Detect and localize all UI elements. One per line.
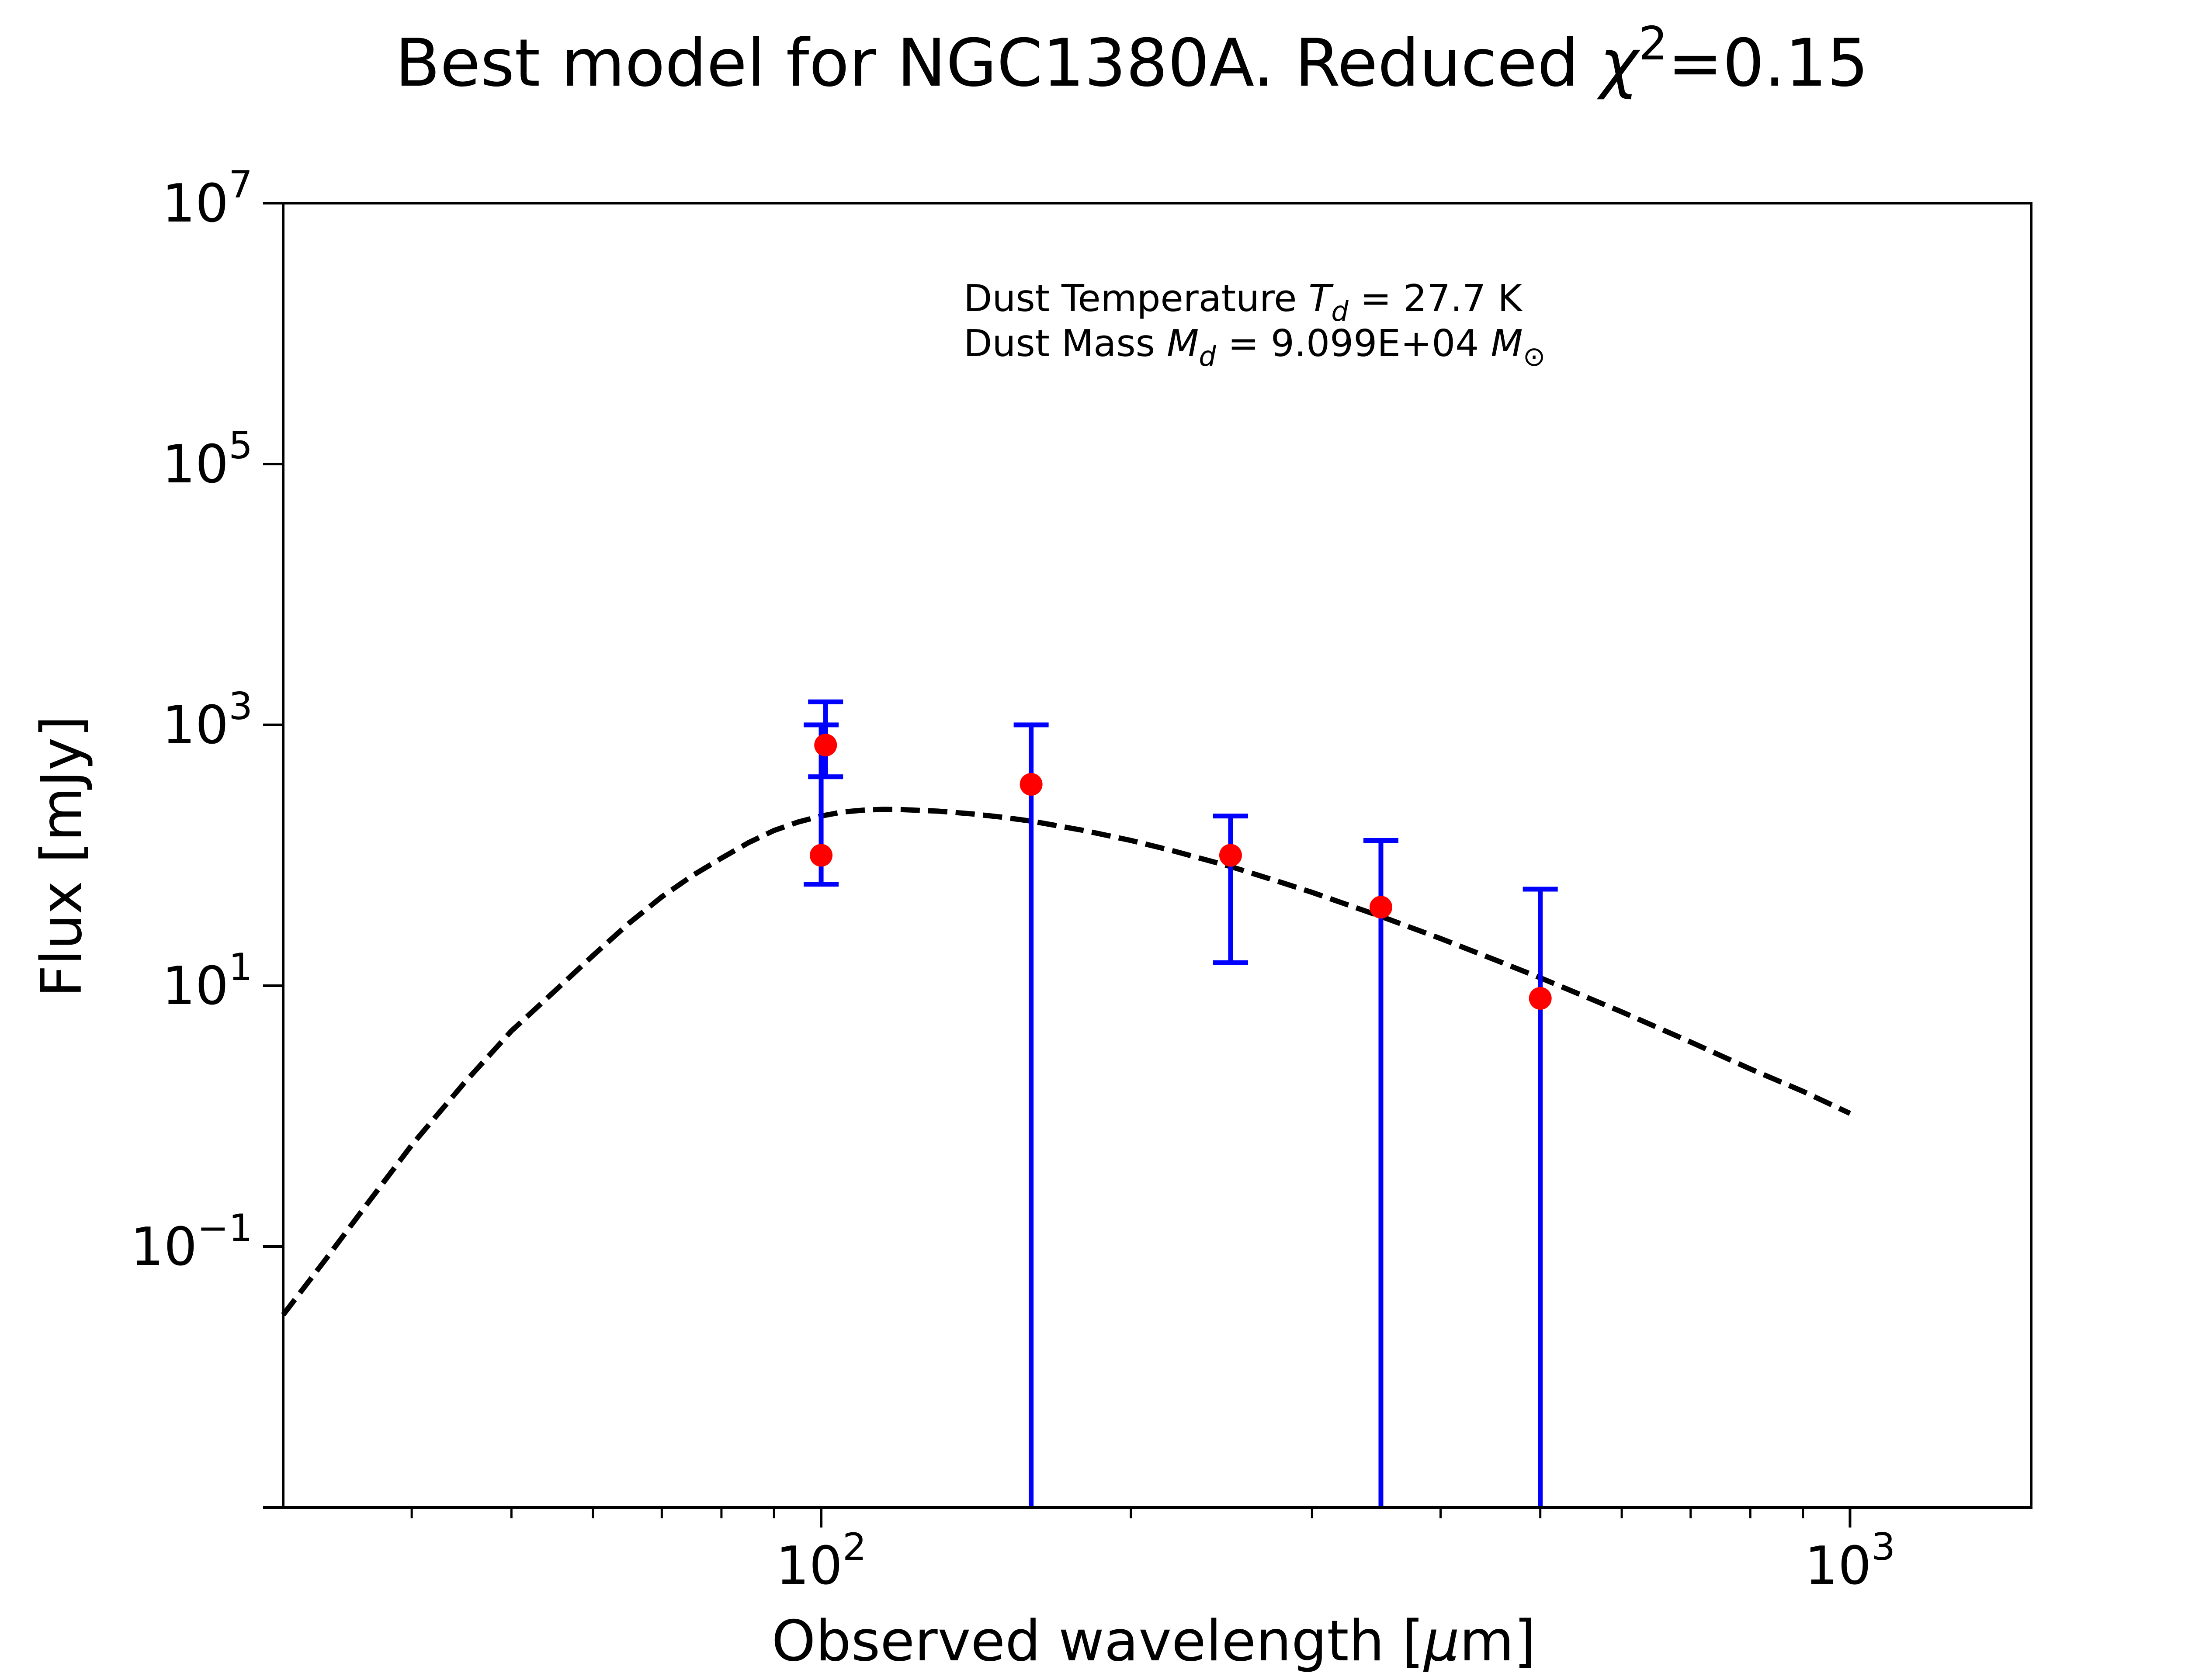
y-tick-label-4: 107: [162, 163, 253, 234]
annotation-dust-temperature: Dust Temperature Td = 27.7 K: [964, 277, 1523, 327]
data-point-4: [1369, 896, 1392, 919]
data-point-0: [810, 844, 833, 867]
annotation-dust-mass: Dust Mass Md = 9.099E+04 M⊙: [964, 322, 1546, 372]
x-axis-label: Observed wavelength [μm]: [772, 1609, 1536, 1674]
y-tick-label-2: 103: [162, 685, 253, 756]
x-tick-label-0: 102: [776, 1525, 866, 1597]
model-curve: [281, 807, 1851, 1316]
chart-title: Best model for NGC1380A. Reduced χ2=0.15: [395, 17, 1869, 101]
data-point-2: [1020, 773, 1043, 796]
axes-layer: 102 103 10−1 101 103 105 107: [131, 163, 2032, 1597]
y-tick-label-3: 105: [162, 424, 253, 495]
marker-layer: [810, 734, 1552, 1010]
y-tick-label-0: 10−1: [131, 1206, 253, 1278]
model-curve-layer: [281, 807, 1851, 1316]
data-point-3: [1219, 844, 1242, 867]
data-point-5: [1529, 987, 1552, 1010]
y-tick-label-1: 101: [162, 946, 253, 1017]
plot-frame: [282, 202, 2032, 1509]
x-tick-label-1: 103: [1805, 1525, 1895, 1597]
data-point-1: [814, 734, 837, 757]
y-axis-label: Flux [mJy]: [29, 716, 94, 998]
